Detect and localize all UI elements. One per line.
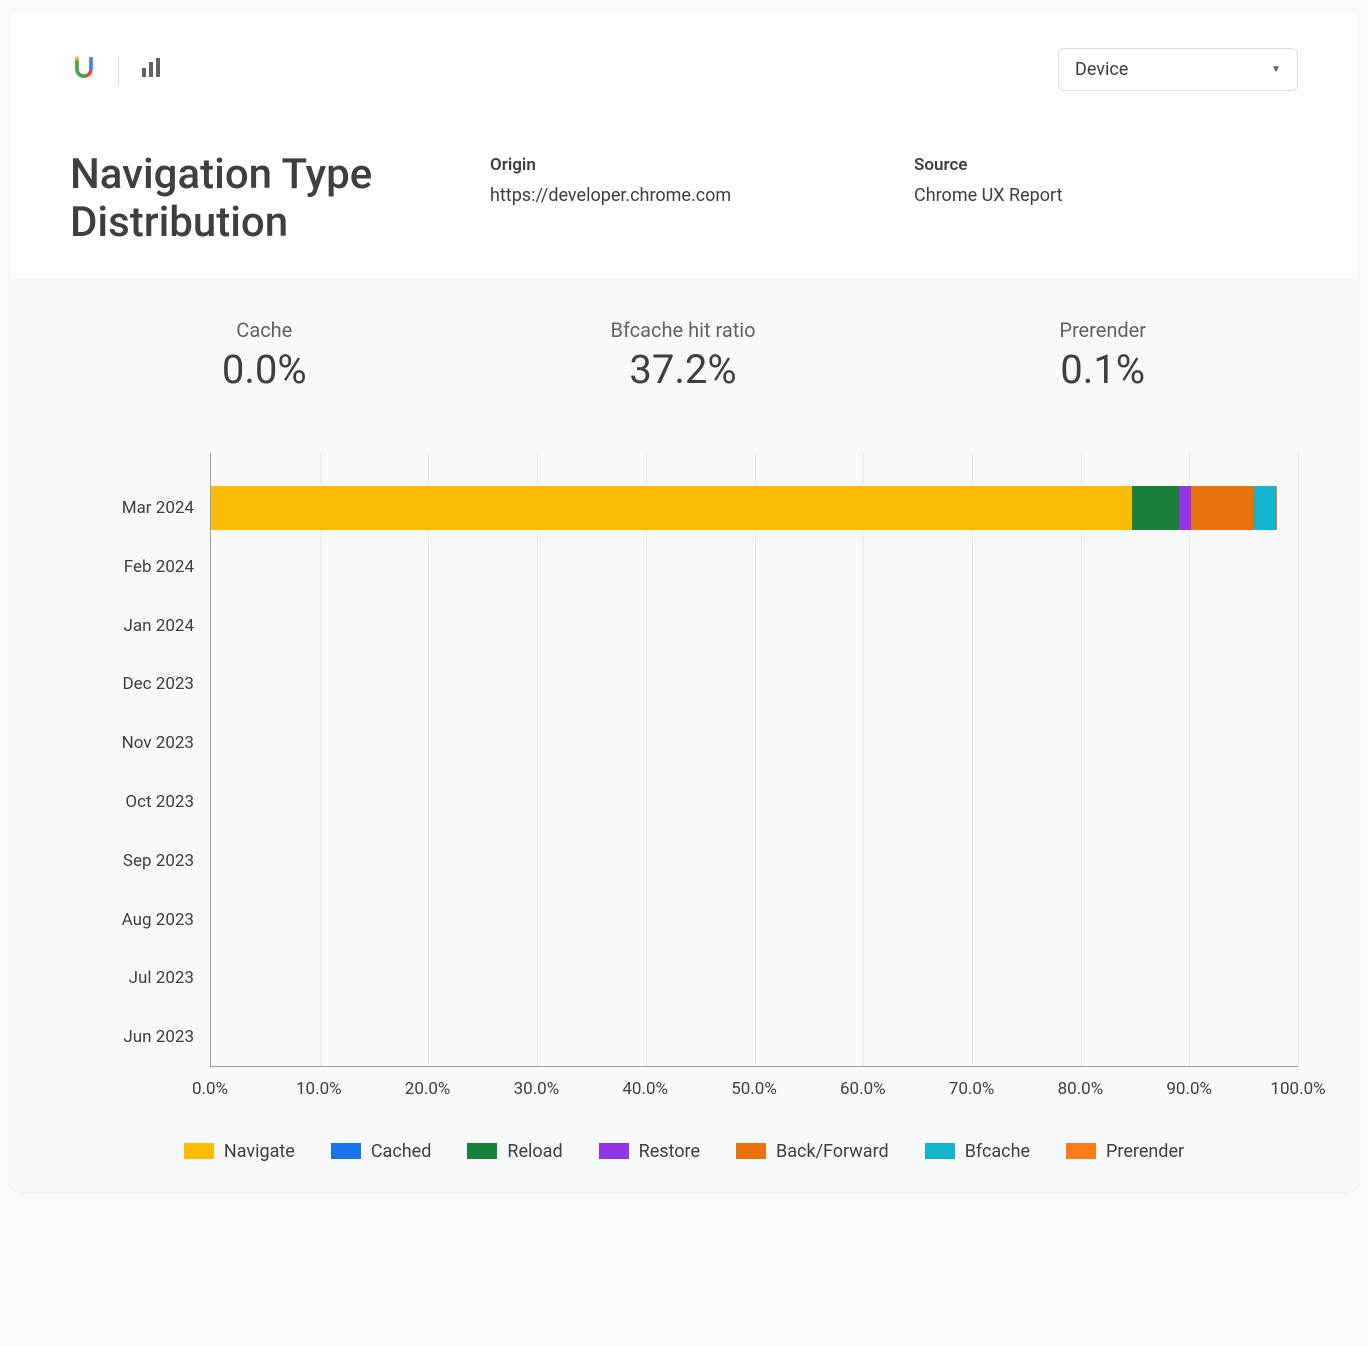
origin-block: Origin https://developer.chrome.com bbox=[490, 151, 874, 206]
origin-label: Origin bbox=[490, 155, 874, 175]
content: Cache 0.0% Bfcache hit ratio 37.2% Prere… bbox=[10, 278, 1358, 1192]
legend-item[interactable]: Back/Forward bbox=[736, 1141, 889, 1162]
legend-swatch bbox=[184, 1143, 214, 1159]
legend-item[interactable]: Restore bbox=[599, 1141, 700, 1162]
topbar: Device ▼ bbox=[70, 48, 1298, 91]
metric-label: Cache bbox=[222, 318, 307, 342]
x-axis-label: 90.0% bbox=[1166, 1079, 1212, 1099]
bar-segment bbox=[1254, 486, 1276, 530]
grid-line bbox=[1081, 453, 1082, 1066]
metrics-row: Cache 0.0% Bfcache hit ratio 37.2% Prere… bbox=[70, 318, 1298, 393]
legend: Navigate Cached Reload Restore Back/Forward B… bbox=[70, 1141, 1298, 1162]
legend-label: Prerender bbox=[1106, 1141, 1184, 1162]
grid-line bbox=[537, 453, 538, 1066]
bar-segment bbox=[211, 486, 1132, 530]
legend-label: Navigate bbox=[224, 1141, 295, 1162]
x-axis-label: 40.0% bbox=[622, 1079, 668, 1099]
grid-line bbox=[646, 453, 647, 1066]
metric-value: 0.0% bbox=[222, 346, 307, 393]
grid-line bbox=[1298, 453, 1299, 1066]
grid-line bbox=[320, 453, 321, 1066]
legend-item[interactable]: Reload bbox=[467, 1141, 562, 1162]
x-axis-label: 10.0% bbox=[296, 1079, 342, 1099]
legend-label: Bfcache bbox=[965, 1141, 1030, 1162]
bar-segment bbox=[1179, 486, 1191, 530]
chart-area: 0.0%10.0%20.0%30.0%40.0%50.0%60.0%70.0%8… bbox=[210, 453, 1298, 1093]
y-axis-label: Jun 2023 bbox=[123, 1027, 194, 1047]
metric-cache: Cache 0.0% bbox=[222, 318, 307, 393]
y-axis-label: Dec 2023 bbox=[122, 674, 194, 694]
legend-label: Cached bbox=[371, 1141, 432, 1162]
legend-label: Reload bbox=[507, 1141, 562, 1162]
plot-area bbox=[210, 453, 1298, 1067]
header: Device ▼ Navigation Type Distribution Or… bbox=[10, 10, 1358, 278]
x-axis-label: 100.0% bbox=[1270, 1079, 1325, 1099]
legend-swatch bbox=[599, 1143, 629, 1159]
origin-value: https://developer.chrome.com bbox=[490, 185, 874, 206]
bar-segment bbox=[1191, 486, 1254, 530]
metric-label: Bfcache hit ratio bbox=[611, 318, 756, 342]
x-axis-label: 70.0% bbox=[949, 1079, 995, 1099]
source-value: Chrome UX Report bbox=[914, 185, 1298, 206]
legend-item[interactable]: Prerender bbox=[1066, 1141, 1184, 1162]
source-block: Source Chrome UX Report bbox=[914, 151, 1298, 206]
grid-line bbox=[1189, 453, 1190, 1066]
legend-item[interactable]: Bfcache bbox=[925, 1141, 1030, 1162]
page-title: Navigation Type Distribution bbox=[70, 151, 450, 248]
legend-item[interactable]: Navigate bbox=[184, 1141, 295, 1162]
x-axis-label: 30.0% bbox=[514, 1079, 560, 1099]
bar-segment bbox=[1132, 486, 1180, 530]
divider bbox=[118, 56, 119, 84]
device-dropdown[interactable]: Device ▼ bbox=[1058, 48, 1298, 91]
report-card: Device ▼ Navigation Type Distribution Or… bbox=[10, 10, 1358, 1192]
topbar-left bbox=[70, 54, 163, 86]
logo-icon bbox=[70, 54, 98, 86]
grid-line bbox=[863, 453, 864, 1066]
y-axis-label: Nov 2023 bbox=[122, 733, 194, 753]
legend-swatch bbox=[736, 1143, 766, 1159]
y-axis-label: Sep 2023 bbox=[123, 851, 194, 871]
x-axis-label: 20.0% bbox=[405, 1079, 451, 1099]
x-axis-label: 50.0% bbox=[731, 1079, 777, 1099]
y-axis-labels: Mar 2024 Feb 2024 Jan 2024 Dec 2023 Nov 2023… bbox=[100, 453, 210, 1067]
x-axis-label: 0.0% bbox=[192, 1079, 228, 1099]
y-axis-label: Jul 2023 bbox=[129, 968, 194, 988]
legend-item[interactable]: Cached bbox=[331, 1141, 432, 1162]
y-axis-label: Oct 2023 bbox=[125, 792, 194, 812]
meta-row: Navigation Type Distribution Origin http… bbox=[70, 151, 1298, 248]
chart: Mar 2024 Feb 2024 Jan 2024 Dec 2023 Nov 2023… bbox=[100, 453, 1298, 1093]
grid-line bbox=[755, 453, 756, 1066]
bar-row bbox=[211, 486, 1277, 530]
x-axis-labels: 0.0%10.0%20.0%30.0%40.0%50.0%60.0%70.0%8… bbox=[210, 1073, 1298, 1099]
metric-value: 37.2% bbox=[611, 346, 756, 393]
y-axis-label: Aug 2023 bbox=[122, 910, 194, 930]
metric-label: Prerender bbox=[1059, 318, 1146, 342]
legend-label: Restore bbox=[639, 1141, 700, 1162]
grid-line bbox=[428, 453, 429, 1066]
legend-swatch bbox=[925, 1143, 955, 1159]
metric-prerender: Prerender 0.1% bbox=[1059, 318, 1146, 393]
legend-swatch bbox=[1066, 1143, 1096, 1159]
y-axis-label: Mar 2024 bbox=[122, 498, 194, 518]
y-axis-label: Jan 2024 bbox=[124, 616, 194, 636]
legend-swatch bbox=[467, 1143, 497, 1159]
grid-line bbox=[972, 453, 973, 1066]
metric-bfcache: Bfcache hit ratio 37.2% bbox=[611, 318, 756, 393]
device-dropdown-label: Device bbox=[1075, 59, 1128, 80]
x-axis-label: 60.0% bbox=[840, 1079, 886, 1099]
chevron-down-icon: ▼ bbox=[1271, 64, 1281, 75]
y-axis-label: Feb 2024 bbox=[124, 557, 194, 577]
x-axis-label: 80.0% bbox=[1058, 1079, 1104, 1099]
legend-swatch bbox=[331, 1143, 361, 1159]
bar-chart-icon bbox=[139, 56, 163, 84]
legend-label: Back/Forward bbox=[776, 1141, 889, 1162]
metric-value: 0.1% bbox=[1059, 346, 1146, 393]
bar-segment bbox=[1276, 486, 1277, 530]
source-label: Source bbox=[914, 155, 1298, 175]
